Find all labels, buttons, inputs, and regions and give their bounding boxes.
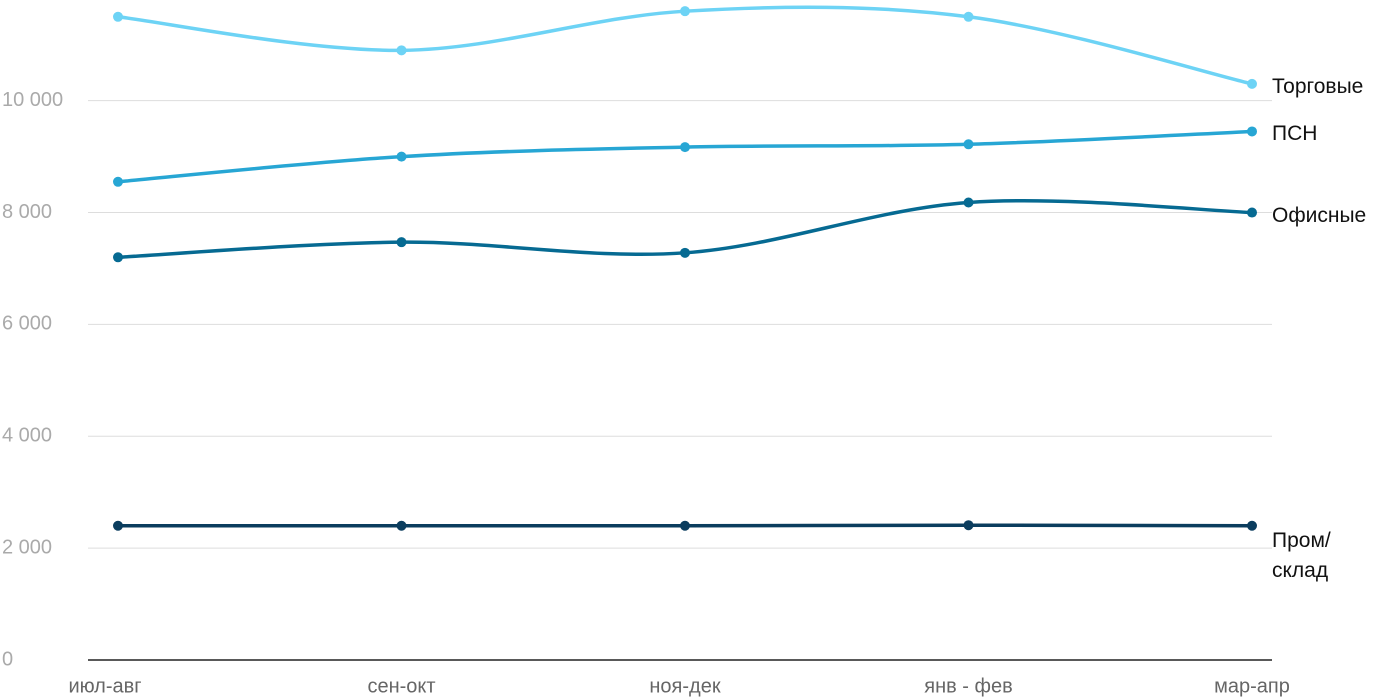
x-tick-label: ноя-дек	[649, 675, 720, 697]
y-tick-label: 4 000	[2, 425, 52, 447]
data-point	[680, 247, 690, 258]
y-tick-label: 6 000	[2, 313, 52, 335]
data-point	[963, 197, 974, 208]
data-point	[680, 6, 690, 17]
data-point	[396, 520, 407, 531]
series-label: Торговые	[1272, 74, 1364, 98]
data-point	[963, 139, 974, 150]
y-tick-label: 8 000	[2, 201, 52, 223]
data-point	[963, 11, 974, 22]
data-point	[396, 45, 407, 56]
y-tick-label: 10 000	[2, 89, 63, 111]
x-tick-label: июл-авг	[68, 675, 141, 697]
series-line	[117, 129, 1253, 184]
series-label: Офисные	[1272, 203, 1367, 227]
data-point	[1247, 78, 1257, 89]
data-point	[113, 11, 123, 22]
data-point	[963, 520, 974, 531]
x-tick-label: сен-окт	[367, 675, 435, 697]
series-line	[117, 5, 1253, 86]
x-tick-label: янв - фев	[924, 675, 1012, 697]
data-point	[113, 176, 123, 187]
series-label: ПСН	[1272, 122, 1318, 146]
data-point	[680, 520, 690, 531]
data-point	[396, 237, 407, 248]
data-point	[113, 520, 123, 531]
data-point	[1247, 207, 1257, 218]
data-point	[1247, 520, 1257, 531]
data-point	[396, 151, 407, 162]
y-tick-label: 0	[2, 648, 13, 670]
x-tick-label: мар-апр	[1214, 675, 1290, 697]
data-point	[1247, 126, 1257, 137]
y-tick-label: 2 000	[2, 536, 52, 558]
data-point	[113, 252, 123, 263]
series-label: Пром/ склад	[1272, 528, 1331, 582]
data-point	[680, 142, 690, 153]
